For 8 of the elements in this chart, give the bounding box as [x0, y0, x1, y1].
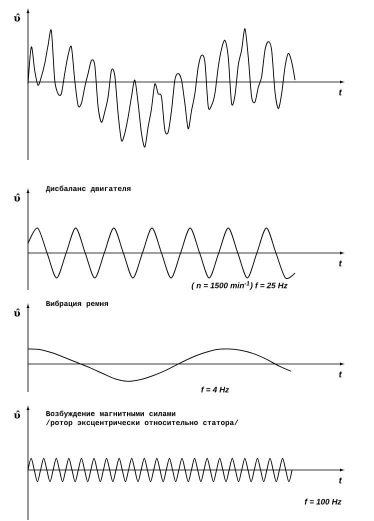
y-axis-title: υ̂	[14, 410, 20, 418]
x-axis-title: t	[339, 478, 342, 484]
y-axis-title: υ̂	[14, 14, 20, 22]
y-axis-title: υ̂	[14, 308, 20, 316]
x-axis-title: t	[339, 90, 342, 96]
x-axis-title: t	[339, 372, 342, 378]
x-axis-title: t	[339, 260, 342, 266]
y-axis-title: υ̂	[14, 194, 20, 202]
